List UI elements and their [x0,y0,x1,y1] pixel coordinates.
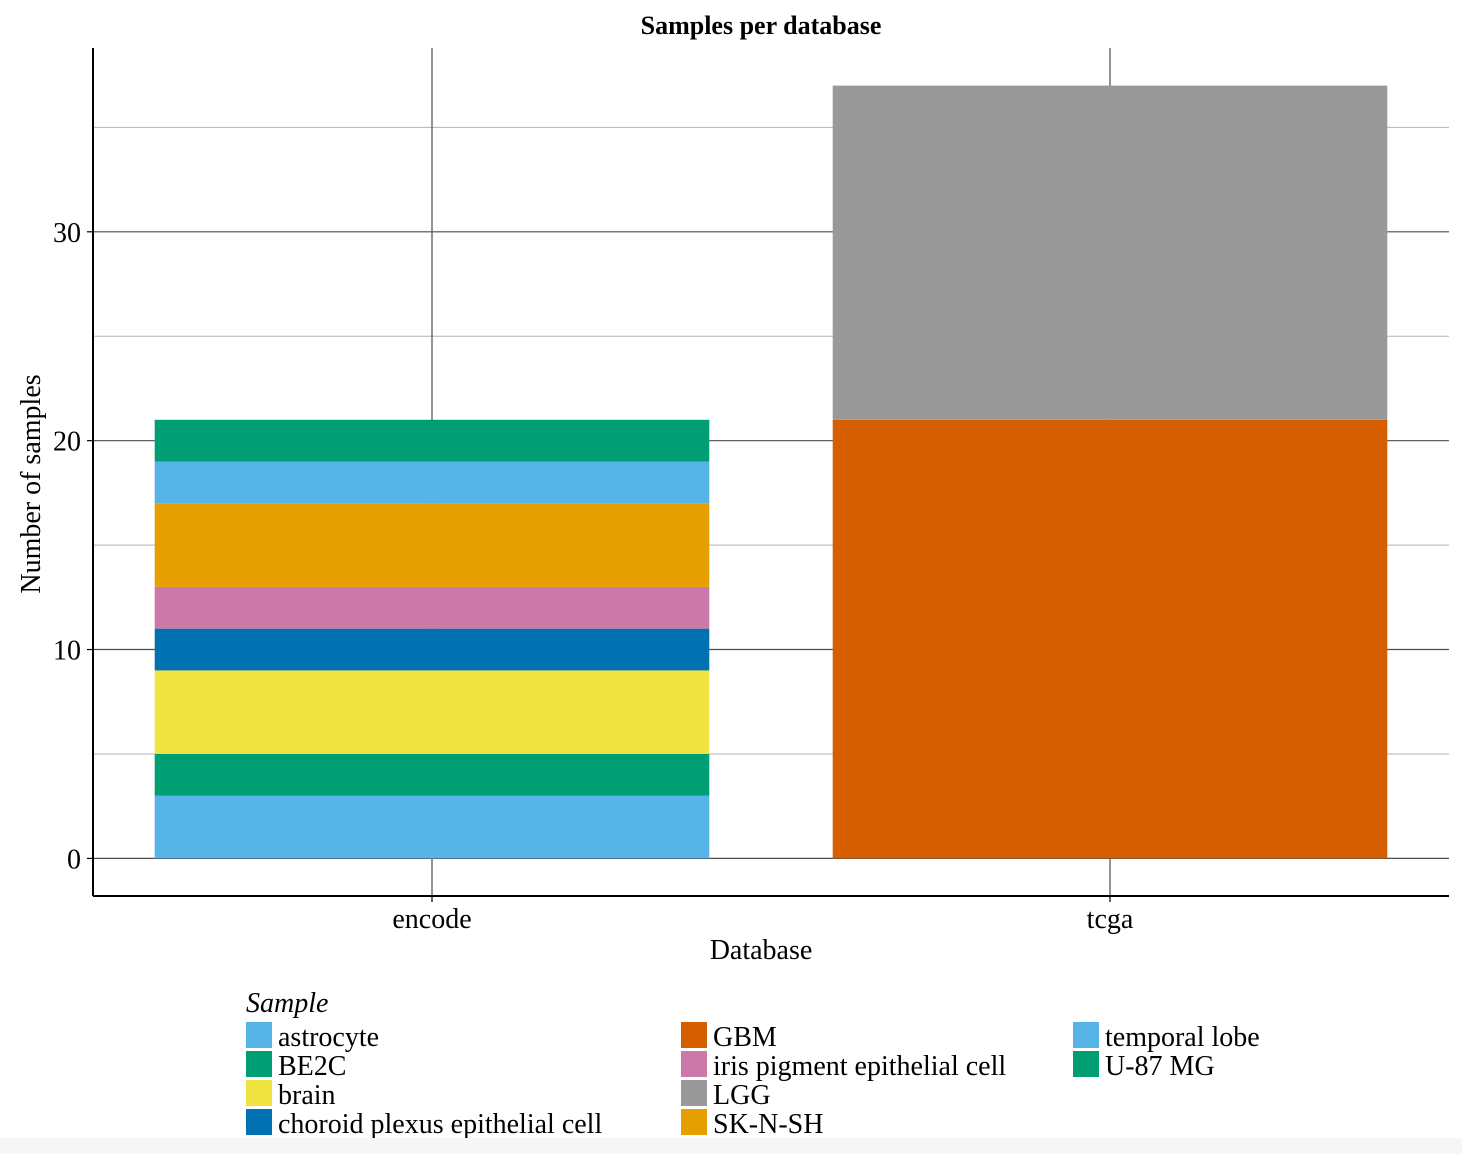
legend-swatch [681,1080,707,1106]
x-tick-label: encode [392,904,471,935]
legend-label: GBM [713,1022,777,1053]
ticks-layer: 0 10 20 30 encode tcga [53,218,1134,935]
window-bottom-edge [0,1138,1462,1154]
legend-label: LGG [713,1080,771,1111]
legend-swatch [681,1022,707,1048]
legend-label: astrocyte [278,1022,379,1053]
bar-segment-encode-brain [154,670,710,754]
legend-label: temporal lobe [1105,1022,1260,1053]
legend-label: choroid plexus epithelial cell [278,1109,602,1140]
y-axis-title: Number of samples [16,374,47,593]
bar-segment-encode-u-87-mg [154,419,710,462]
legend-swatch [1073,1051,1099,1077]
legend-swatch [681,1109,707,1135]
legend-label: U-87 MG [1105,1051,1215,1082]
x-axis-title: Database [710,935,813,966]
legend-title: Sample [246,988,328,1019]
y-tick-label: 0 [67,844,81,875]
bar-segment-encode-sk-n-sh [154,503,710,587]
legend-label: brain [278,1080,336,1111]
legend-label: iris pigment epithelial cell [713,1051,1006,1082]
bar-segment-encode-temporal-lobe [154,461,710,504]
legend-swatch [246,1080,272,1106]
legend-swatch [246,1109,272,1135]
bars-layer [154,85,1388,859]
chart-title: Samples per database [641,11,882,40]
bar-segment-tcga-gbm [832,419,1388,859]
y-tick-label: 30 [53,218,81,249]
bar-segment-encode-iris-pigment-epithelial-cell [154,586,710,629]
legend-swatch [246,1051,272,1077]
bar-segment-encode-be2c [154,753,710,796]
legend-label: BE2C [278,1051,346,1082]
legend-label: SK-N-SH [713,1109,823,1140]
bar-segment-tcga-lgg [832,85,1388,420]
axes-layer [92,48,1449,897]
y-tick-label: 10 [53,636,81,667]
x-tick-label: tcga [1087,904,1134,935]
y-tick-label: 20 [53,427,81,458]
bar-segment-encode-astrocyte [154,795,710,859]
legend-swatch [681,1051,707,1077]
legend-swatch [246,1022,272,1048]
bar-segment-encode-choroid-plexus-epithelial-cell [154,628,710,671]
legend-swatch [1073,1022,1099,1048]
